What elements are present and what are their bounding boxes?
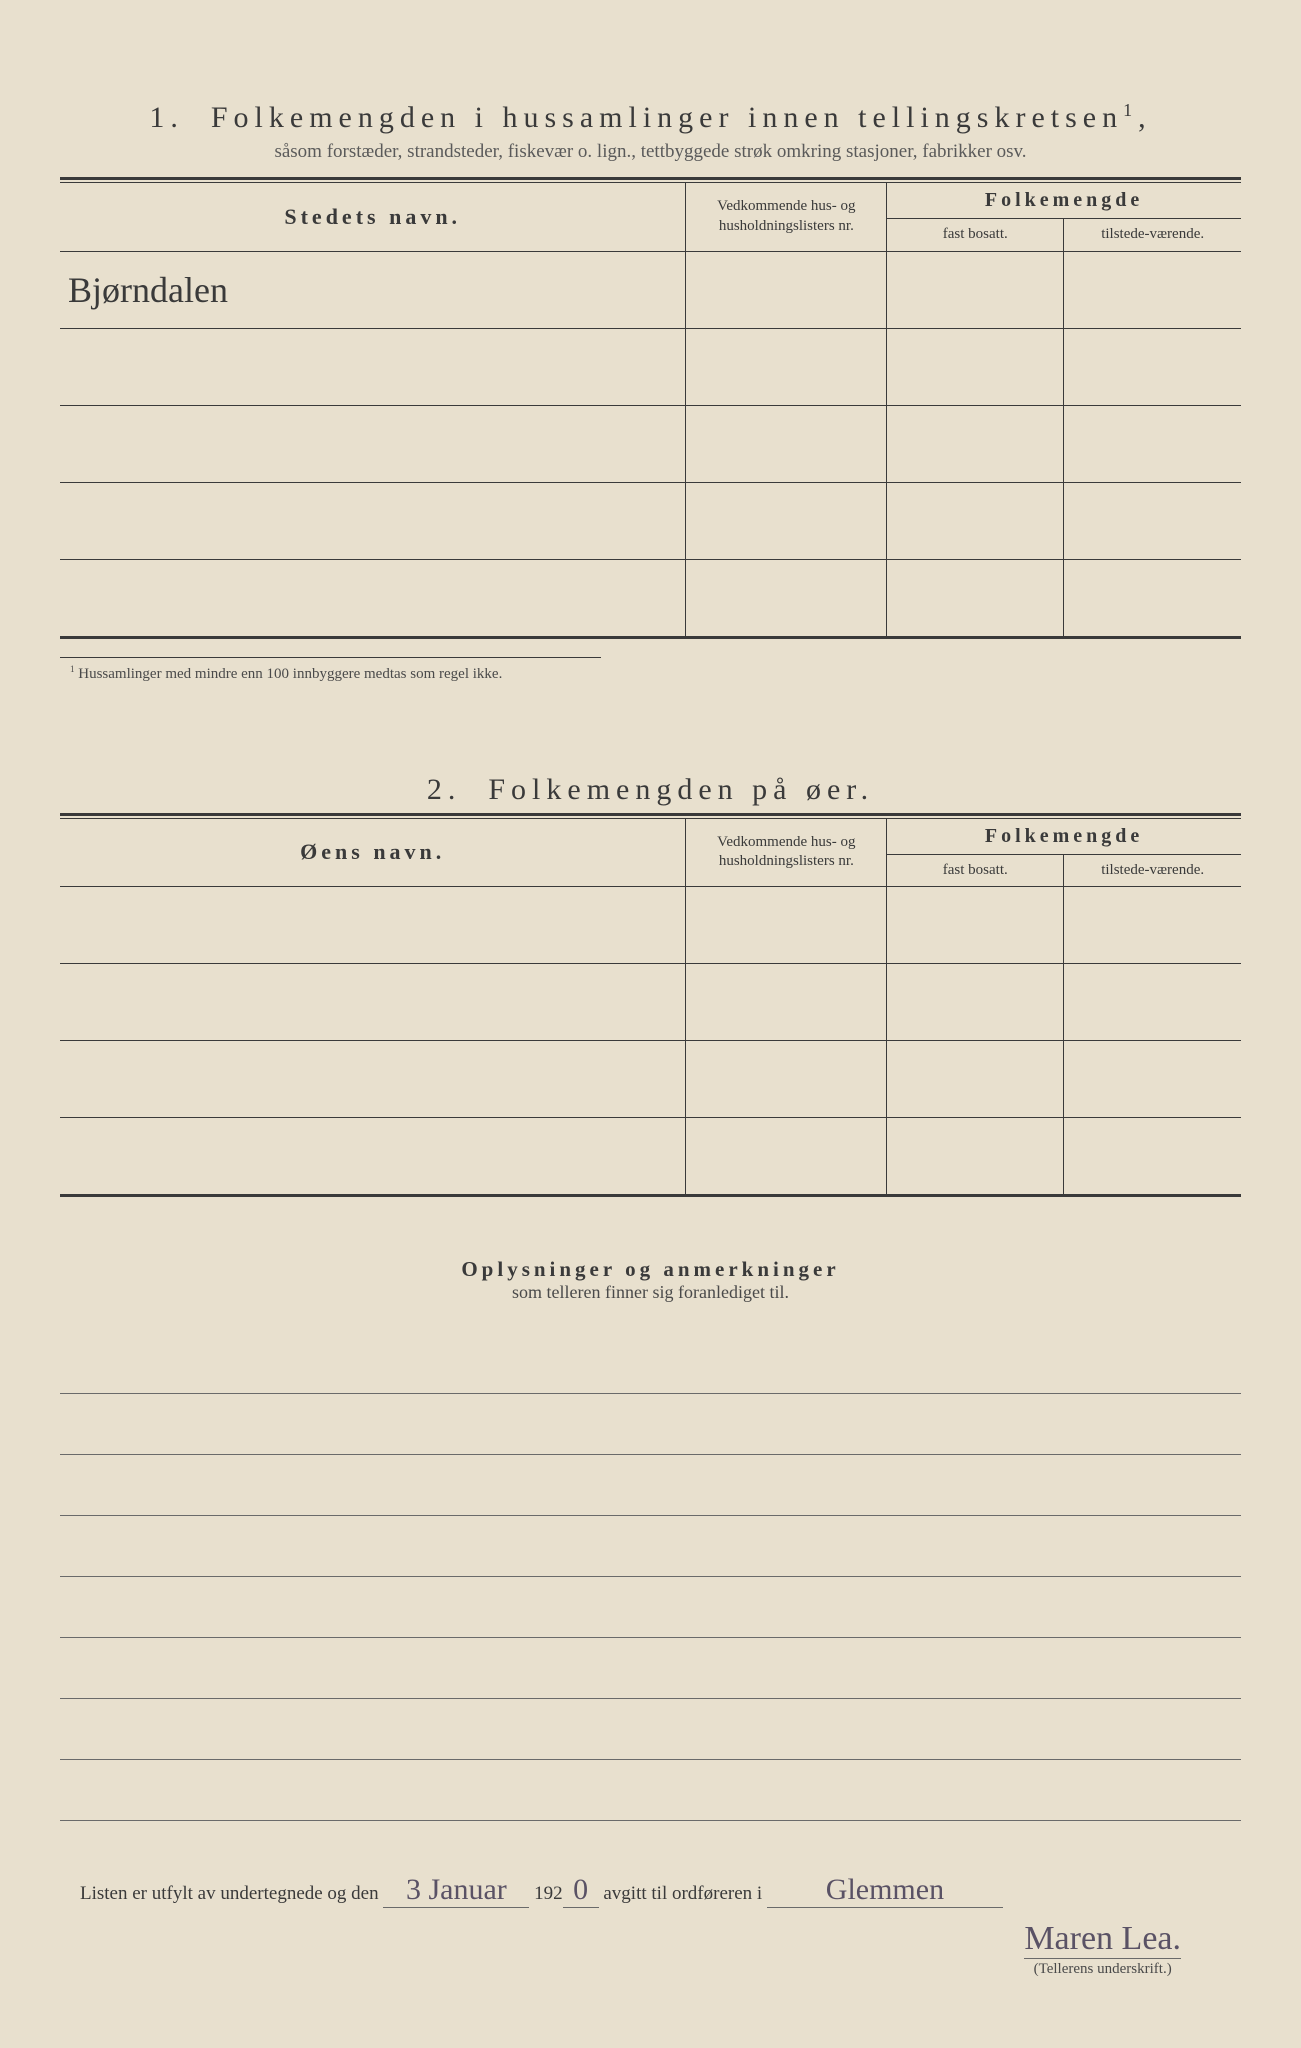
remarks-section: Oplysninger og anmerkninger som telleren… xyxy=(60,1257,1241,1821)
section1-footnote: 1 Hussamlinger med mindre enn 100 innbyg… xyxy=(60,657,601,683)
remarks-line xyxy=(60,1333,1241,1394)
s2-r1-list xyxy=(686,964,887,1041)
s1-r4-fast xyxy=(887,559,1064,637)
footer-line: Listen er utfylt av undertegnede og den … xyxy=(80,1873,1221,1908)
s2-r3-tilst xyxy=(1064,1118,1241,1196)
remarks-title: Oplysninger og anmerkninger xyxy=(60,1257,1241,1282)
s1-r0-list xyxy=(686,251,887,328)
s1-r0-fast xyxy=(887,251,1064,328)
remarks-line xyxy=(60,1699,1241,1760)
s2-r1-name xyxy=(60,964,686,1041)
remarks-line xyxy=(60,1455,1241,1516)
s2-r2-tilst xyxy=(1064,1041,1241,1118)
s2-r3-list xyxy=(686,1118,887,1196)
footer-year-digit: 0 xyxy=(563,1873,599,1908)
census-form-page: 1. Folkemengden i hussamlinger innen tel… xyxy=(0,0,1301,2048)
s1-r2-tilst xyxy=(1064,405,1241,482)
s1-r4-name xyxy=(60,559,686,637)
s2-col-fast: fast bosatt. xyxy=(887,854,1064,887)
s2-col-group: Folkemengde xyxy=(887,819,1241,855)
s1-col-list: Vedkommende hus- og husholdningslisters … xyxy=(686,183,887,251)
s2-col-list: Vedkommende hus- og husholdningslisters … xyxy=(686,819,887,887)
table-row xyxy=(60,887,1241,964)
section1-title: 1. Folkemengden i hussamlinger innen tel… xyxy=(60,100,1241,135)
s2-r2-name xyxy=(60,1041,686,1118)
s1-r3-tilst xyxy=(1064,482,1241,559)
s1-col-tilst: tilstede-værende. xyxy=(1064,219,1241,252)
s2-r2-list xyxy=(686,1041,887,1118)
remarks-line xyxy=(60,1638,1241,1699)
signature-label: (Tellerens underskrift.) xyxy=(1024,1958,1181,1978)
section1-table: Stedets navn. Vedkommende hus- og hushol… xyxy=(60,183,1241,639)
s1-r0-tilst xyxy=(1064,251,1241,328)
s2-r0-tilst xyxy=(1064,887,1241,964)
table-row xyxy=(60,964,1241,1041)
s1-r2-fast xyxy=(887,405,1064,482)
s1-r3-list xyxy=(686,482,887,559)
table-row xyxy=(60,405,1241,482)
table-row xyxy=(60,559,1241,637)
footer-place: Glemmen xyxy=(767,1873,1003,1908)
s1-r1-list xyxy=(686,328,887,405)
s1-r4-tilst xyxy=(1064,559,1241,637)
s1-r1-name xyxy=(60,328,686,405)
section1-subtitle: såsom forstæder, strandsteder, fiskevær … xyxy=(60,141,1241,163)
signature: Maren Lea. xyxy=(1024,1920,1181,1958)
s1-r2-name xyxy=(60,405,686,482)
remarks-subtitle: som telleren finner sig foranlediget til… xyxy=(60,1282,1241,1303)
s2-r3-name xyxy=(60,1118,686,1196)
s2-col-tilst: tilstede-værende. xyxy=(1064,854,1241,887)
s2-r3-fast xyxy=(887,1118,1064,1196)
section2-title: 2. Folkemengden på øer. xyxy=(60,773,1241,807)
s1-col-name: Stedets navn. xyxy=(60,183,686,251)
table-row xyxy=(60,482,1241,559)
table-row: Bjørndalen xyxy=(60,251,1241,328)
s1-r1-fast xyxy=(887,328,1064,405)
table-row xyxy=(60,328,1241,405)
s1-r3-fast xyxy=(887,482,1064,559)
s1-r4-list xyxy=(686,559,887,637)
remarks-line xyxy=(60,1760,1241,1821)
s1-r1-tilst xyxy=(1064,328,1241,405)
section2-table: Øens navn. Vedkommende hus- og husholdni… xyxy=(60,819,1241,1198)
s1-col-fast: fast bosatt. xyxy=(887,219,1064,252)
s2-tbody xyxy=(60,887,1241,1196)
remarks-line xyxy=(60,1516,1241,1577)
table-row xyxy=(60,1118,1241,1196)
s2-r1-fast xyxy=(887,964,1064,1041)
s1-r2-list xyxy=(686,405,887,482)
footer-date: 3 Januar xyxy=(383,1873,529,1908)
s2-r2-fast xyxy=(887,1041,1064,1118)
remarks-line xyxy=(60,1577,1241,1638)
s1-col-group: Folkemengde xyxy=(887,183,1241,219)
s2-r1-tilst xyxy=(1064,964,1241,1041)
s2-r0-fast xyxy=(887,887,1064,964)
table-row xyxy=(60,1041,1241,1118)
s2-col-name: Øens navn. xyxy=(60,819,686,887)
s1-r0-name: Bjørndalen xyxy=(60,251,686,328)
s2-r0-list xyxy=(686,887,887,964)
remarks-line xyxy=(60,1394,1241,1455)
remarks-lines xyxy=(60,1333,1241,1821)
s1-tbody: Bjørndalen xyxy=(60,251,1241,637)
signature-block: Maren Lea. (Tellerens underskrift.) xyxy=(1024,1920,1181,1978)
s2-r0-name xyxy=(60,887,686,964)
s1-r3-name xyxy=(60,482,686,559)
